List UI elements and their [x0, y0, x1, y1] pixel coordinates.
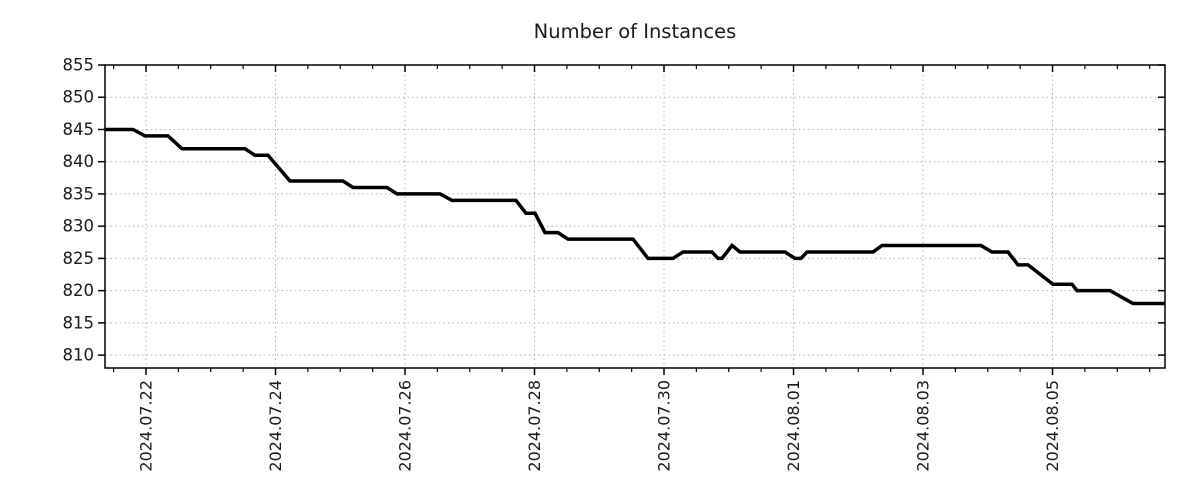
- x-tick-label: 2024.07.28: [525, 380, 544, 472]
- x-tick-label: 2024.07.26: [395, 380, 414, 472]
- x-tick-label: 2024.07.22: [136, 380, 155, 472]
- plot-area: 810 815 820 825 830 835 840 845 850 855 2024.07.22…: [63, 56, 1166, 472]
- plot-frame: [104, 64, 1166, 369]
- y-tick-label: 835: [63, 184, 95, 203]
- y-tick-label: 830: [63, 217, 95, 236]
- y-tick-label: 840: [63, 152, 95, 171]
- x-tick-label: 2024.08.05: [1043, 380, 1062, 472]
- x-tick-label: 2024.08.03: [914, 380, 933, 472]
- y-tick-label: 820: [63, 281, 95, 300]
- chart-title: Number of Instances: [534, 20, 737, 43]
- y-tick-label: 845: [63, 120, 95, 139]
- x-tick-label: 2024.07.30: [655, 380, 674, 472]
- y-tick-label: 815: [63, 313, 95, 332]
- x-tick-label: 2024.07.24: [266, 380, 285, 472]
- y-tick-label: 855: [63, 56, 95, 75]
- y-tick-label: 850: [63, 88, 95, 107]
- y-tick-label: 825: [63, 249, 95, 268]
- y-tick-label: 810: [63, 346, 95, 365]
- x-tick-label: 2024.08.01: [784, 380, 803, 472]
- data-line-instances: [105, 127, 1165, 306]
